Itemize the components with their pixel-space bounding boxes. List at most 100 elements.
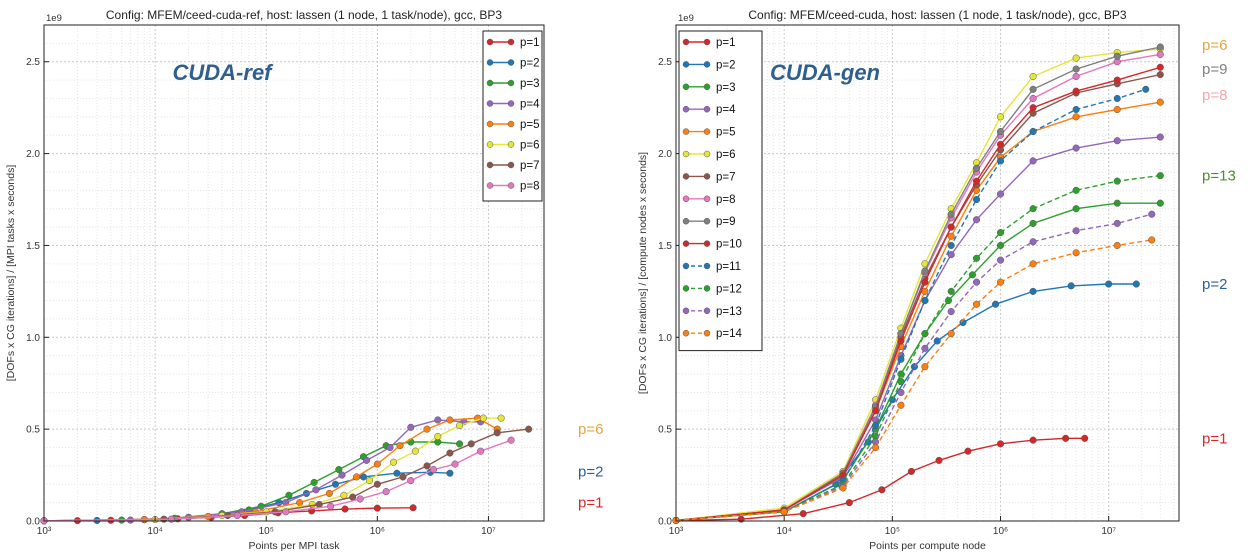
data-point bbox=[947, 232, 955, 240]
legend-entry: p=8 bbox=[716, 194, 736, 206]
legend-box bbox=[482, 30, 543, 202]
legend-marker bbox=[682, 329, 690, 337]
data-point bbox=[310, 478, 318, 486]
data-point bbox=[429, 466, 438, 474]
data-point bbox=[363, 456, 371, 464]
y-tick-label: 2.0 bbox=[658, 149, 672, 160]
data-point bbox=[972, 177, 981, 185]
legend-marker bbox=[507, 161, 515, 169]
data-point bbox=[393, 469, 401, 477]
legend-box bbox=[678, 30, 763, 352]
legend-marker bbox=[682, 262, 690, 270]
legend-marker bbox=[486, 141, 494, 148]
x-tick-label: 10⁵ bbox=[885, 526, 900, 537]
data-point bbox=[1029, 157, 1037, 165]
data-point bbox=[1113, 105, 1121, 114]
x-axis-title: Points per MPI task bbox=[248, 540, 340, 552]
data-point bbox=[493, 429, 501, 437]
legend-entry: p=7 bbox=[520, 160, 540, 172]
legend-marker bbox=[703, 83, 711, 91]
series-line-p=1 bbox=[675, 437, 1085, 522]
legend-entry: p=3 bbox=[520, 78, 540, 90]
data-point bbox=[434, 432, 442, 441]
legend-marker bbox=[682, 285, 690, 292]
legend-marker bbox=[703, 105, 711, 113]
legend-marker bbox=[703, 61, 711, 68]
data-point bbox=[996, 241, 1005, 249]
legend-marker bbox=[682, 217, 690, 225]
data-point bbox=[1029, 205, 1037, 213]
data-point bbox=[423, 425, 431, 433]
data-point bbox=[373, 504, 381, 512]
y-tick-label: 1.0 bbox=[658, 333, 672, 344]
legend: p=1 p=2 p=3 p=4 p=5 p=6 p=7 p=8 bbox=[482, 30, 543, 202]
side-label: p=2 bbox=[578, 463, 603, 480]
data-point bbox=[1113, 199, 1121, 207]
legend-entry: p=4 bbox=[716, 104, 736, 116]
side-label: p=6 bbox=[578, 421, 603, 438]
data-point bbox=[308, 500, 316, 509]
legend-marker bbox=[486, 38, 494, 46]
legend-marker bbox=[682, 173, 690, 180]
y-tick-label: 2.0 bbox=[26, 149, 40, 160]
data-point bbox=[467, 440, 475, 448]
legend-entry: p=13 bbox=[716, 306, 742, 318]
data-point bbox=[1029, 94, 1037, 103]
data-point bbox=[799, 510, 807, 518]
side-label: p=13 bbox=[1202, 168, 1236, 185]
legend-entry: p=5 bbox=[716, 127, 736, 139]
data-point bbox=[1113, 137, 1121, 145]
data-point bbox=[972, 278, 981, 286]
y-tick-label: 1.5 bbox=[26, 241, 40, 252]
legend-marker bbox=[703, 173, 711, 180]
legend-entry: p=2 bbox=[716, 59, 736, 71]
data-point bbox=[1148, 210, 1156, 218]
data-point bbox=[331, 480, 340, 488]
data-point bbox=[996, 229, 1005, 237]
data-point bbox=[1113, 219, 1121, 227]
legend-entry: p=5 bbox=[520, 119, 540, 131]
data-point bbox=[996, 140, 1005, 148]
y-axis: 0.0 0.5 1.0 1.5 2.0 2.5 bbox=[26, 57, 49, 528]
data-point bbox=[921, 363, 929, 371]
legend-marker bbox=[682, 61, 690, 68]
legend-marker bbox=[507, 120, 515, 128]
legend-marker bbox=[507, 141, 515, 148]
data-point bbox=[872, 421, 880, 430]
legend-marker bbox=[703, 217, 711, 225]
x-tick-label: 10⁴ bbox=[147, 526, 162, 537]
data-point bbox=[341, 505, 349, 513]
data-point bbox=[996, 157, 1005, 165]
data-point bbox=[285, 491, 293, 499]
legend-marker bbox=[703, 240, 711, 247]
data-point bbox=[1029, 85, 1037, 93]
side-label: p=2 bbox=[1202, 276, 1227, 293]
side-label: p=8 bbox=[1202, 87, 1227, 104]
y-exponent-label: 1e9 bbox=[46, 13, 62, 24]
data-point bbox=[1029, 219, 1037, 227]
data-point bbox=[451, 460, 459, 468]
data-point bbox=[1029, 127, 1037, 136]
data-point bbox=[479, 414, 487, 422]
data-point bbox=[996, 127, 1005, 136]
legend-marker bbox=[703, 128, 711, 135]
data-point bbox=[1113, 76, 1121, 84]
data-point bbox=[897, 377, 905, 385]
series-line-p=8 bbox=[43, 439, 512, 522]
legend-marker bbox=[682, 128, 690, 135]
data-point bbox=[446, 469, 454, 477]
data-point bbox=[1156, 63, 1164, 71]
data-point bbox=[352, 473, 361, 481]
data-point bbox=[477, 447, 485, 455]
data-point bbox=[1029, 436, 1037, 444]
data-point bbox=[434, 416, 442, 424]
data-point bbox=[972, 195, 981, 204]
data-point bbox=[968, 271, 976, 279]
data-point bbox=[359, 473, 368, 481]
side-labels: p=6 p=2 p=1 bbox=[578, 421, 603, 511]
legend-marker bbox=[682, 307, 690, 315]
legend-marker bbox=[682, 195, 690, 203]
data-point bbox=[1113, 241, 1121, 249]
data-point bbox=[947, 223, 955, 231]
legend-marker bbox=[682, 38, 690, 46]
